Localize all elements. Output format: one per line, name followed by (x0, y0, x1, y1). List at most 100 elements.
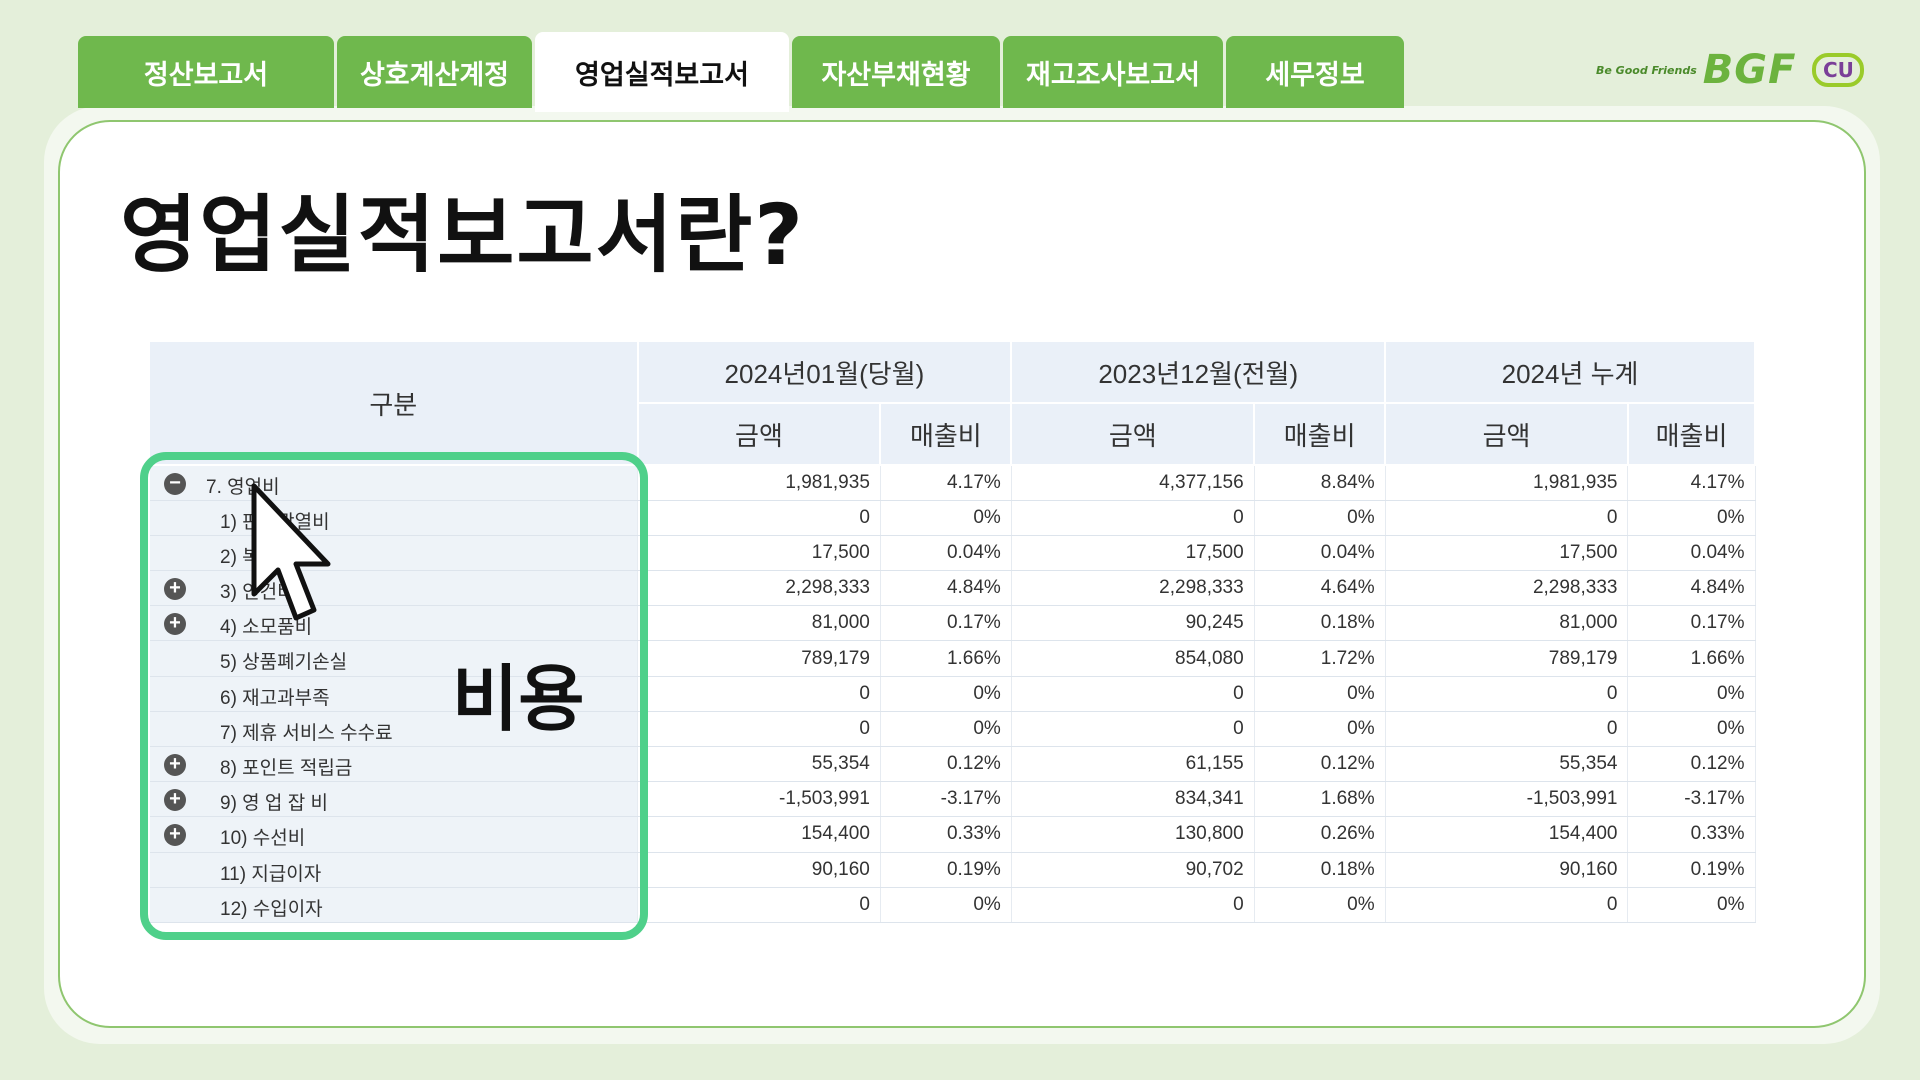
sub-header-ratio: 매출비 (1627, 403, 1757, 466)
ratio-cell: 0.17% (1627, 605, 1756, 642)
amount-cell: 834,341 (1011, 781, 1255, 818)
row-label-cell: 6) 재고과부족 (150, 676, 639, 712)
table-row: +4) 소모품비 81,000 0.17% 90,245 0.18% 81,000 0.17… (150, 605, 1756, 642)
ratio-cell: 0% (1254, 887, 1386, 923)
row-label-cell: +8) 포인트 적립금 (150, 746, 639, 783)
amount-cell: 81,000 (637, 605, 881, 642)
expense-callout: 비용 (452, 657, 585, 741)
amount-cell: 0 (637, 500, 881, 536)
amount-cell: -1,503,991 (637, 781, 881, 818)
tab-4[interactable]: 재고조사보고서 (1003, 36, 1223, 108)
amount-cell: 17,500 (1011, 535, 1255, 572)
mouse-pointer-icon (251, 483, 331, 621)
logo-cu: CU (1812, 53, 1865, 87)
row-label: 10) 수선비 (220, 828, 306, 850)
amount-cell: 55,354 (637, 746, 881, 783)
sub-header-amount: 금액 (637, 403, 882, 466)
amount-cell: 90,160 (637, 852, 881, 888)
collapse-icon[interactable]: − (164, 473, 186, 495)
sub-header-ratio: 매출비 (1254, 403, 1387, 466)
expand-icon[interactable]: + (164, 824, 186, 847)
table-row: 11) 지급이자 90,160 0.19% 90,702 0.18% 90,160 0.19… (150, 852, 1756, 888)
amount-cell: 61,155 (1011, 746, 1255, 783)
ratio-cell: 0% (880, 887, 1012, 923)
ratio-cell: 0.18% (1254, 605, 1386, 642)
tab-3[interactable]: 자산부채현황 (792, 36, 1000, 108)
amount-cell: 90,245 (1011, 605, 1255, 642)
ratio-cell: -3.17% (1627, 781, 1756, 818)
sub-header-ratio: 매출비 (880, 403, 1013, 466)
expand-icon[interactable]: + (164, 754, 186, 776)
tab-5[interactable]: 세무정보 (1226, 36, 1404, 108)
amount-cell: 0 (1385, 500, 1629, 536)
amount-cell: 0 (1385, 676, 1629, 712)
page-title: 영업실적보고서란? (120, 186, 805, 284)
amount-cell: 0 (1011, 711, 1255, 748)
amount-cell: 2,298,333 (1011, 570, 1255, 607)
ratio-cell: 4.84% (1627, 570, 1756, 607)
amount-cell: 0 (637, 887, 881, 923)
amount-cell: 4,377,156 (1011, 465, 1255, 501)
table-row: +8) 포인트 적립금 55,354 0.12% 61,155 0.12% 55,354 0… (150, 746, 1756, 783)
table-row: −7. 영업비 1,981,935 4.17% 4,377,156 8.84% 1,981… (150, 465, 1756, 501)
ratio-cell: 0.12% (1254, 746, 1386, 783)
amount-cell: 55,354 (1385, 746, 1629, 783)
ratio-cell: 0.19% (1627, 852, 1756, 888)
table-row: +10) 수선비 154,400 0.33% 130,800 0.26% 154,400 0… (150, 816, 1756, 853)
brand-logo: Be Good Friends BGF CU (1596, 47, 1865, 93)
ratio-cell: 0% (1627, 887, 1756, 923)
logo-bgf: BGF (1702, 47, 1797, 93)
ratio-cell: 0% (1254, 500, 1386, 536)
row-label: 7) 제휴 서비스 수수료 (220, 722, 393, 744)
ratio-cell: 0.17% (880, 605, 1012, 642)
category-header: 구분 (150, 342, 639, 466)
ratio-cell: 4.17% (880, 465, 1012, 501)
amount-cell: 1,981,935 (1385, 465, 1629, 501)
ratio-cell: 0.04% (1627, 535, 1756, 572)
tab-0[interactable]: 정산보고서 (78, 36, 334, 108)
ratio-cell: 4.84% (880, 570, 1012, 607)
amount-cell: 0 (1011, 676, 1255, 712)
sub-header-amount: 금액 (1385, 403, 1629, 466)
ratio-cell: 1.68% (1254, 781, 1386, 818)
row-label-cell: 12) 수입이자 (150, 887, 639, 923)
row-label-cell: +10) 수선비 (150, 816, 639, 853)
ratio-cell: 0.33% (1627, 816, 1756, 853)
amount-cell: -1,503,991 (1385, 781, 1629, 818)
ratio-cell: 0% (880, 711, 1012, 748)
tab-2[interactable]: 영업실적보고서 (535, 32, 789, 112)
ratio-cell: -3.17% (880, 781, 1012, 818)
expense-highlight-box (140, 452, 648, 940)
amount-cell: 0 (637, 676, 881, 712)
report-tabs: 정산보고서 상호계산계정 영업실적보고서 자산부채현황 재고조사보고서 세무정보 (78, 32, 1407, 112)
expand-icon[interactable]: + (164, 578, 186, 601)
amount-cell: 0 (1011, 887, 1255, 923)
ratio-cell: 0% (880, 500, 1012, 536)
ratio-cell: 0.04% (880, 535, 1012, 572)
ratio-cell: 4.64% (1254, 570, 1386, 607)
row-label: 12) 수입이자 (220, 898, 323, 920)
row-label-cell: 7) 제휴 서비스 수수료 (150, 711, 639, 748)
logo-tagline: Be Good Friends (1596, 63, 1697, 77)
ratio-cell: 0.18% (1254, 852, 1386, 888)
amount-cell: 2,298,333 (1385, 570, 1629, 607)
sub-header-amount: 금액 (1011, 403, 1256, 466)
amount-cell: 90,702 (1011, 852, 1255, 888)
row-label-cell: −7. 영업비 (150, 465, 639, 501)
row-label: 9) 영 업 잡 비 (220, 793, 328, 815)
period-header-cumulative: 2024년 누계 (1385, 342, 1756, 404)
table-row: 7) 제휴 서비스 수수료 0 0% 0 0% 0 0% (150, 711, 1756, 748)
row-label-cell: +3) 인건비 (150, 570, 639, 607)
ratio-cell: 0% (880, 676, 1012, 712)
tab-1[interactable]: 상호계산계정 (337, 36, 532, 108)
row-label: 5) 상품폐기손실 (220, 652, 348, 674)
expand-icon[interactable]: + (164, 789, 186, 812)
amount-cell: 0 (637, 711, 881, 748)
row-label-cell: +9) 영 업 잡 비 (150, 781, 639, 818)
row-label: 8) 포인트 적립금 (220, 758, 353, 779)
amount-cell: 154,400 (637, 816, 881, 853)
expand-icon[interactable]: + (164, 613, 186, 636)
amount-cell: 789,179 (637, 640, 881, 677)
ratio-cell: 0% (1254, 711, 1386, 748)
